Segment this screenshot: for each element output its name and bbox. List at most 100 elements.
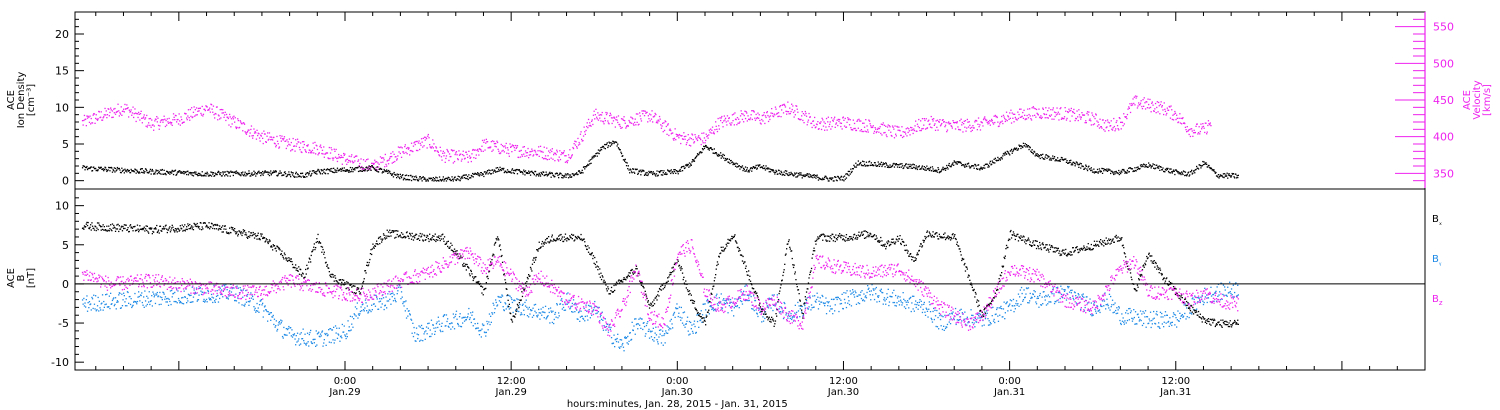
data-point: [430, 147, 433, 149]
data-point: [600, 149, 603, 151]
data-point: [409, 314, 411, 316]
data-point: [1183, 122, 1185, 124]
data-point: [604, 148, 606, 150]
data-point: [1030, 119, 1033, 121]
data-point: [1118, 169, 1120, 172]
data-point: [1042, 107, 1044, 109]
data-point: [787, 317, 789, 319]
data-point: [861, 290, 863, 292]
data-point: [780, 170, 782, 172]
data-point: [262, 170, 264, 173]
data-point: [204, 300, 206, 302]
data-point: [527, 147, 529, 150]
data-point: [1118, 129, 1120, 131]
data-point: [353, 318, 355, 320]
data-point: [1185, 129, 1187, 131]
data-point: [204, 109, 206, 112]
data-point: [675, 307, 677, 309]
data-point: [534, 170, 537, 173]
data-point: [875, 286, 877, 289]
data-point: [1204, 131, 1206, 134]
data-point: [123, 111, 125, 113]
data-point: [966, 127, 968, 129]
data-point: [617, 121, 619, 124]
data-point: [1004, 151, 1006, 153]
data-point: [706, 146, 709, 148]
data-point: [189, 301, 191, 303]
data-point: [339, 168, 341, 171]
data-point: [432, 324, 434, 326]
data-point: [104, 303, 106, 306]
data-point: [260, 134, 262, 136]
data-point: [1207, 120, 1210, 122]
data-point: [557, 174, 559, 177]
data-point: [514, 299, 516, 302]
data-point: [198, 110, 200, 112]
data-point: [460, 325, 462, 328]
data-point: [657, 343, 659, 345]
data-point: [189, 108, 191, 111]
data-point: [227, 116, 229, 118]
data-point: [1057, 157, 1059, 159]
data-point: [97, 169, 99, 171]
data-point: [587, 164, 590, 166]
data-point: [668, 171, 671, 173]
data-point: [1064, 107, 1066, 109]
data-point: [812, 120, 815, 122]
data-point: [730, 301, 732, 303]
data-point: [1194, 169, 1196, 171]
data-point: [495, 146, 497, 148]
data-point: [571, 302, 573, 305]
data-point: [380, 306, 382, 308]
data-point: [904, 300, 906, 302]
data-point: [609, 324, 611, 326]
data-point: [154, 173, 156, 175]
data-point: [127, 291, 129, 294]
data-point: [1065, 110, 1067, 112]
data-point: [583, 166, 585, 168]
data-point: [541, 172, 543, 175]
data-point: [203, 175, 205, 177]
data-point: [489, 169, 491, 172]
data-point: [281, 174, 284, 176]
data-point: [1171, 118, 1173, 121]
data-point: [912, 132, 914, 135]
data-point: [208, 109, 210, 111]
data-point: [901, 126, 903, 128]
data-point: [745, 111, 747, 113]
data-point: [1205, 162, 1207, 164]
data-point: [816, 174, 818, 176]
data-point: [117, 103, 119, 105]
data-point: [1079, 162, 1081, 164]
data-point: [519, 314, 522, 316]
data-point: [805, 300, 808, 302]
data-point: [1186, 126, 1188, 128]
data-point: [344, 160, 347, 162]
data-point: [410, 142, 413, 144]
data-point: [556, 172, 558, 175]
data-point: [1137, 105, 1139, 107]
data-point: [453, 149, 455, 152]
data-point: [953, 160, 955, 162]
data-point: [1091, 112, 1093, 114]
data-point: [829, 123, 831, 125]
data-point: [853, 296, 856, 298]
data-point: [882, 122, 884, 124]
data-point: [817, 179, 820, 181]
data-point: [506, 152, 508, 154]
data-point: [854, 166, 856, 168]
data-point: [598, 306, 600, 309]
data-point: [405, 174, 408, 176]
data-point: [132, 304, 134, 306]
data-point: [918, 165, 920, 167]
data-point: [405, 147, 408, 150]
data-point: [618, 148, 620, 150]
data-point: [627, 125, 629, 127]
data-point: [853, 127, 855, 130]
data-point: [248, 129, 250, 131]
data-point: [1095, 113, 1097, 115]
data-point: [172, 170, 174, 173]
data-point: [224, 285, 226, 287]
data-point: [427, 179, 429, 181]
data-point: [454, 176, 456, 178]
